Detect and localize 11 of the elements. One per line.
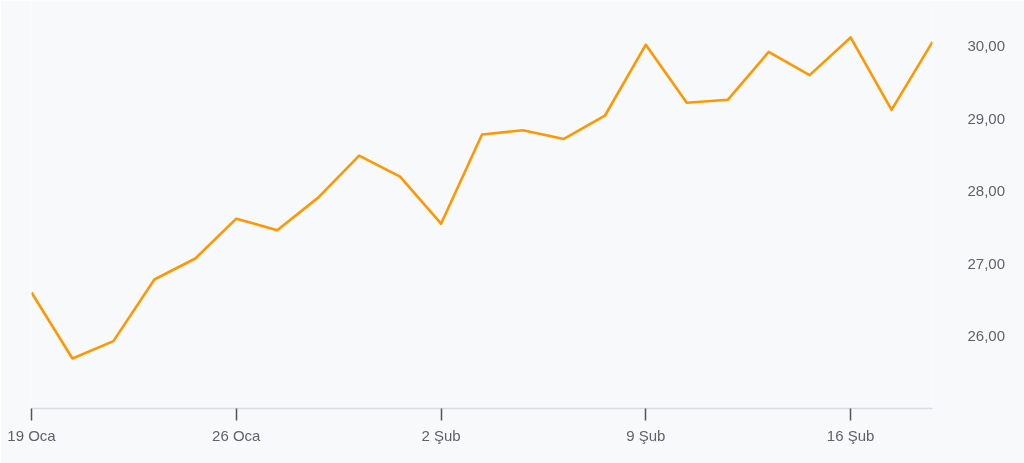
x-tick-label: 19 Oca	[7, 426, 57, 444]
y-tick-label: 26,00	[967, 327, 1006, 345]
y-tick-label: 28,00	[967, 182, 1006, 200]
line-series	[31, 36, 933, 360]
x-tick-label: 9 Şub	[626, 426, 666, 444]
x-tick-label: 2 Şub	[421, 426, 461, 444]
y-tick-label: 29,00	[967, 109, 1006, 127]
x-tick-label: 26 Oca	[212, 426, 262, 444]
y-tick-label: 30,00	[967, 37, 1006, 55]
y-tick-label: 27,00	[967, 254, 1006, 272]
x-tick-label: 16 Şub	[826, 426, 875, 444]
